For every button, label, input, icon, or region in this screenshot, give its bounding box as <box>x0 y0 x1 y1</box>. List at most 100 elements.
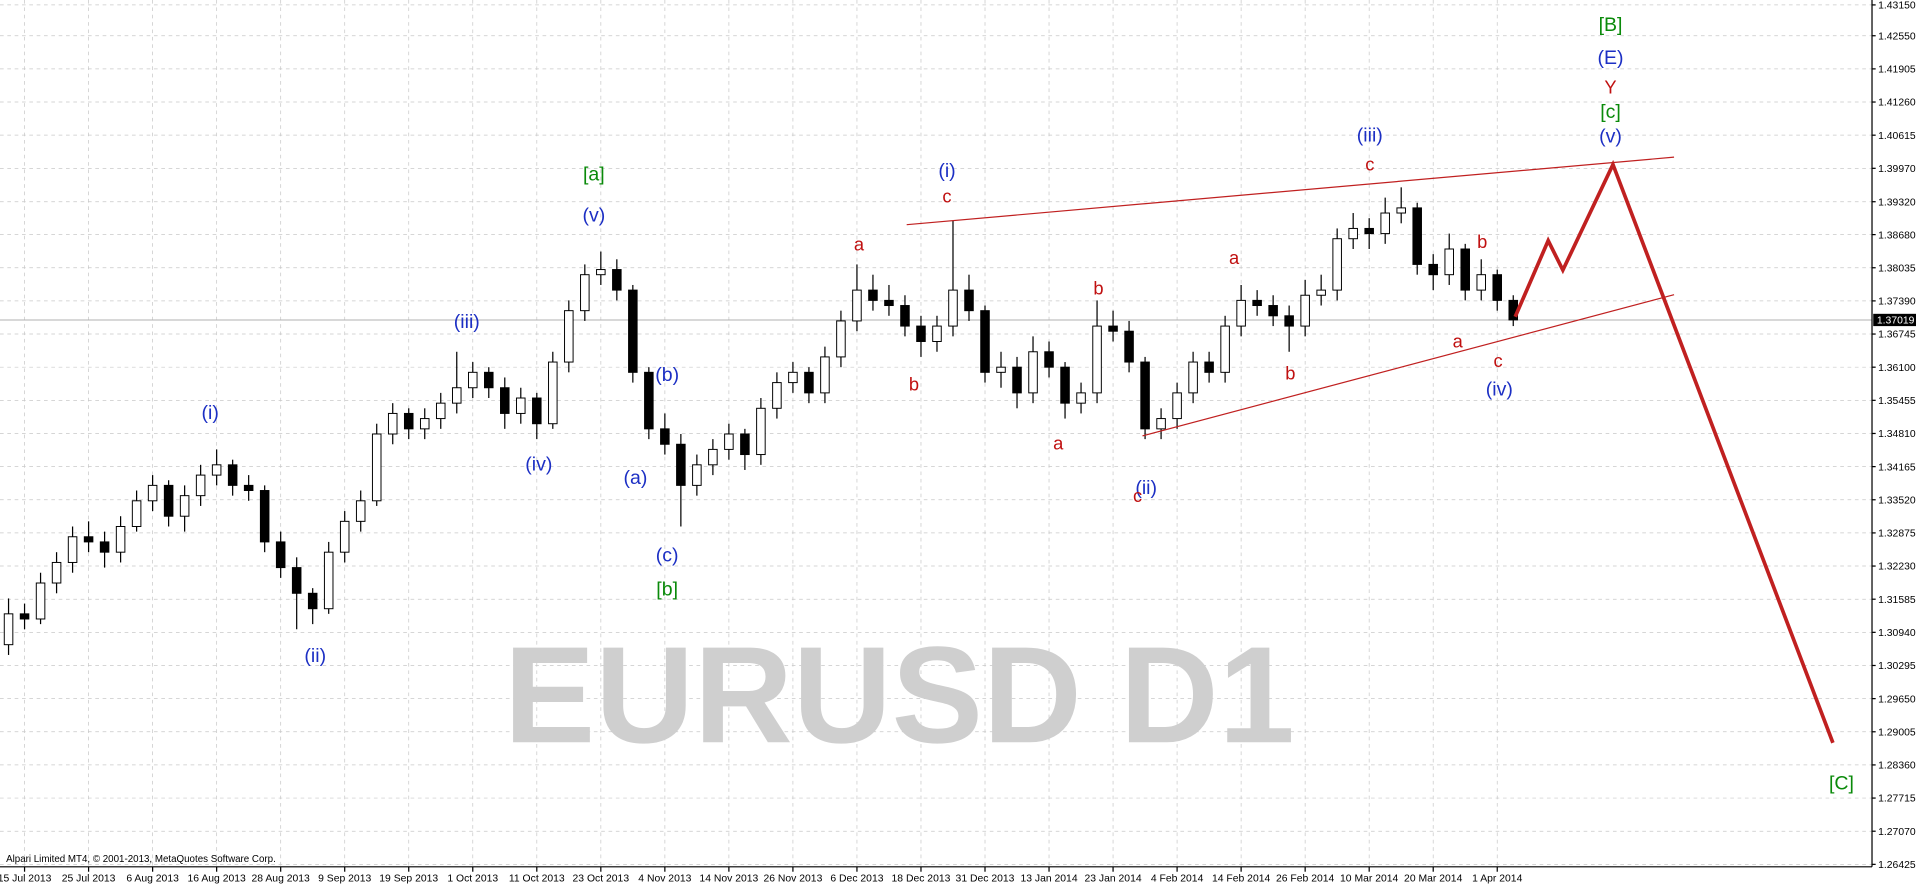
candle-body <box>932 325 942 342</box>
y-tick-label: 1.41260 <box>1878 98 1916 109</box>
x-tick-label: 15 Jul 2013 <box>0 874 52 884</box>
x-tick-label: 6 Aug 2013 <box>126 874 179 884</box>
candle-body <box>163 484 174 517</box>
candle-body <box>1188 361 1198 394</box>
candle-body <box>564 310 574 363</box>
wave-label: (ii) <box>304 645 326 667</box>
wave-label: a <box>1229 247 1240 268</box>
wave-label: b <box>1285 362 1295 383</box>
x-tick-label: 19 Sep 2013 <box>379 874 438 884</box>
candle-body <box>243 484 254 492</box>
y-tick-label: 1.34165 <box>1878 462 1916 473</box>
x-tick-label: 26 Nov 2013 <box>763 874 822 884</box>
candle-body <box>147 484 158 502</box>
wave-label: (iii) <box>1357 124 1383 146</box>
candle-body <box>291 567 302 594</box>
y-tick-label: 1.30295 <box>1878 661 1916 672</box>
wave-label: a <box>1053 432 1064 453</box>
y-tick-label: 1.37390 <box>1878 297 1916 308</box>
x-tick-label: 14 Nov 2013 <box>699 874 758 884</box>
wave-label: b <box>909 373 919 394</box>
candle-body <box>211 464 222 476</box>
y-tick-label: 1.32875 <box>1878 529 1916 540</box>
y-tick-label: 1.43150 <box>1878 1 1916 12</box>
copyright: Alpari Limited MT4, © 2001-2013, MetaQuo… <box>6 854 276 865</box>
candle-body <box>1300 294 1310 327</box>
y-tick-label: 1.39970 <box>1878 164 1916 175</box>
candle-body <box>1140 361 1150 430</box>
candle-body <box>996 366 1006 373</box>
candle-body <box>1444 248 1454 276</box>
candle-body <box>1284 315 1294 327</box>
candle-body <box>1380 212 1390 235</box>
x-tick-label: 1 Apr 2014 <box>1472 874 1522 884</box>
x-tick-label: 4 Nov 2013 <box>638 874 691 884</box>
candle-body <box>1124 330 1134 363</box>
y-tick-label: 1.28360 <box>1878 761 1916 772</box>
candle-body <box>1012 366 1022 394</box>
candle-body <box>836 320 846 358</box>
candle-body <box>900 305 910 327</box>
wave-label: (i) <box>201 402 218 424</box>
candle-body <box>500 387 510 414</box>
x-tick-label: 1 Oct 2013 <box>447 874 498 884</box>
candle-body <box>1092 325 1102 394</box>
candle-body <box>227 464 238 486</box>
y-tick-label: 1.33520 <box>1878 495 1916 506</box>
y-tick-label: 1.38680 <box>1878 230 1916 241</box>
wave-label: b <box>1093 278 1103 299</box>
candle-body <box>355 500 366 522</box>
candle-body <box>19 613 30 620</box>
candle-body <box>660 428 670 445</box>
candle-body <box>740 433 750 456</box>
wave-label: [C] <box>1829 773 1854 795</box>
x-tick-label: 28 Aug 2013 <box>252 874 311 884</box>
candle-body <box>67 536 78 563</box>
candle-body <box>179 495 190 517</box>
wave-label: [c] <box>1600 101 1621 123</box>
wave-label: Y <box>1604 76 1616 97</box>
candle-body <box>772 382 782 409</box>
wave-label: (iv) <box>525 453 552 475</box>
wave-label: (i) <box>938 160 955 182</box>
x-tick-label: 10 Mar 2014 <box>1340 874 1399 884</box>
candle-body <box>804 371 814 394</box>
candle-body <box>708 448 718 466</box>
upper-trendline <box>906 156 1675 226</box>
wave-labels: (i) (ii) (iii) (iv) (v) (a) (b) (c) (i) … <box>201 14 1853 795</box>
grid <box>0 0 1873 867</box>
candle-body <box>1412 207 1422 265</box>
candle-body <box>1076 392 1086 404</box>
y-tick-label: 1.26425 <box>1878 860 1916 871</box>
x-tick-label: 26 Feb 2014 <box>1276 874 1335 884</box>
x-tick-label: 6 Dec 2013 <box>830 874 883 884</box>
y-tick-label: 1.41905 <box>1878 65 1916 76</box>
wave-label: a <box>854 233 865 254</box>
candle-body <box>868 289 878 301</box>
candle-body <box>1348 227 1358 240</box>
wave-label: c <box>1494 350 1503 371</box>
candle-body <box>676 443 686 486</box>
candle-body <box>3 613 14 646</box>
candle-body <box>1252 299 1262 307</box>
candle-body <box>980 310 990 373</box>
wave-label: (a) <box>623 467 647 489</box>
candle-body <box>403 412 414 430</box>
candle-body <box>51 561 62 584</box>
wave-label: (c) <box>656 544 679 566</box>
candle-body <box>275 541 286 569</box>
watermark: EURUSD D1 <box>504 619 1295 772</box>
x-tick-label: 9 Sep 2013 <box>318 874 371 884</box>
candle-body <box>307 592 318 610</box>
wave-label: [a] <box>583 164 605 186</box>
x-tick-label: 4 Feb 2014 <box>1151 874 1204 884</box>
candle-body <box>692 464 702 486</box>
x-tick-label: 23 Jan 2014 <box>1084 874 1141 884</box>
candle-body <box>83 536 94 543</box>
wave-label: (iv) <box>1486 379 1513 401</box>
x-tick-label: 14 Feb 2014 <box>1212 874 1271 884</box>
candle-body <box>644 371 654 430</box>
wave-label: (ii) <box>1135 477 1157 499</box>
